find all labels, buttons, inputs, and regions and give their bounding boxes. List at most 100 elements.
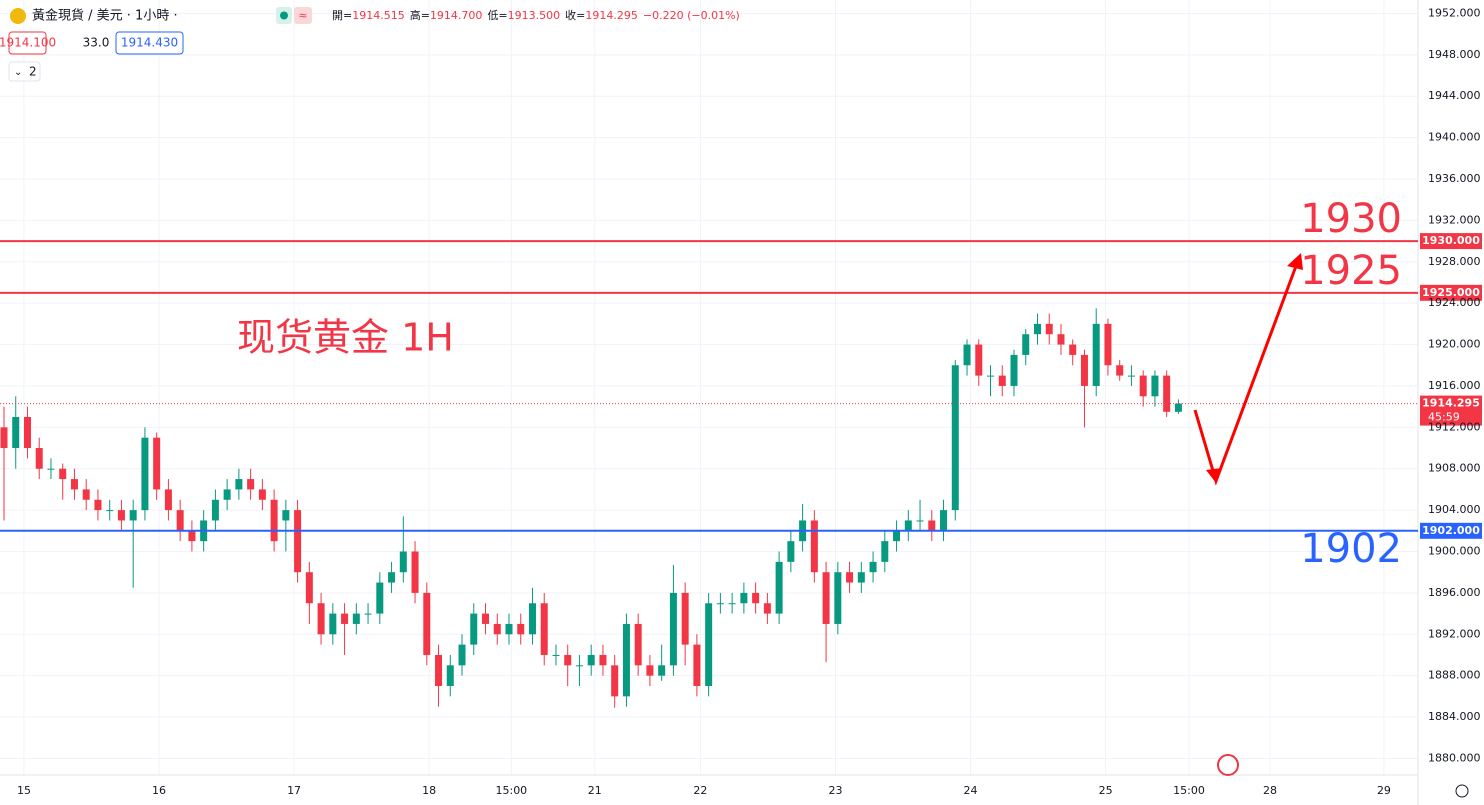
candle-body bbox=[282, 510, 290, 521]
candle-body bbox=[388, 572, 396, 583]
candle-body bbox=[775, 561, 783, 614]
candle-body bbox=[470, 613, 478, 645]
level-tag bbox=[1420, 284, 1482, 301]
candle-body bbox=[622, 623, 630, 697]
x-tick-label: 25 bbox=[1099, 784, 1113, 797]
y-tick-label: 1932.000 bbox=[1428, 213, 1481, 226]
candle-body bbox=[1033, 323, 1041, 335]
level-label: 1930 bbox=[1300, 196, 1402, 242]
candle-body bbox=[987, 375, 995, 377]
candle-body bbox=[669, 592, 677, 666]
candle-body bbox=[106, 510, 114, 512]
status-dot bbox=[280, 11, 288, 20]
level-tag bbox=[1420, 522, 1482, 539]
candle-body bbox=[975, 344, 983, 376]
candle-body bbox=[693, 644, 701, 687]
candle-body bbox=[763, 603, 771, 614]
event-flag[interactable] bbox=[1217, 754, 1239, 776]
bid: 1914.100 bbox=[0, 36, 56, 50]
y-tick-label: 1884.000 bbox=[1428, 710, 1481, 723]
candle-body bbox=[940, 510, 948, 531]
x-tick-label: 29 bbox=[1377, 784, 1391, 797]
last-price-tag bbox=[1420, 395, 1482, 426]
level-label: 1925 bbox=[1300, 248, 1402, 294]
candle-body bbox=[916, 520, 924, 522]
candle-body bbox=[258, 489, 266, 500]
status-badge bbox=[294, 7, 312, 24]
y-tick-label: 1920.000 bbox=[1428, 338, 1481, 351]
ohlc-label: 低= bbox=[487, 9, 507, 22]
projection-arrow bbox=[1193, 257, 1301, 486]
candle-body bbox=[423, 592, 431, 655]
bid-box[interactable] bbox=[8, 31, 47, 55]
candle-body bbox=[1022, 334, 1030, 355]
y-tick-label: 1896.000 bbox=[1428, 586, 1481, 599]
ask: 1914.430 bbox=[121, 36, 178, 50]
candle-body bbox=[235, 479, 243, 490]
x-tick-label: 18 bbox=[422, 784, 436, 797]
arrow-head bbox=[1287, 253, 1303, 270]
candle-body bbox=[681, 592, 689, 645]
candle-body bbox=[740, 592, 748, 604]
candle-body bbox=[1080, 354, 1088, 386]
candle-body bbox=[352, 613, 360, 624]
candle-body bbox=[493, 623, 501, 635]
candle-body bbox=[822, 572, 830, 624]
annotation: 现货黄金 1H bbox=[237, 316, 454, 360]
y-tick-label: 1936.000 bbox=[1428, 172, 1481, 185]
x-tick-label: 15 bbox=[17, 784, 31, 797]
settings-icon[interactable] bbox=[1455, 784, 1469, 798]
candle-body bbox=[1151, 375, 1159, 397]
ask-box[interactable] bbox=[115, 31, 184, 55]
candle-body bbox=[1045, 323, 1053, 335]
y-tick-label: 1924.000 bbox=[1428, 296, 1481, 309]
candle-body bbox=[12, 416, 20, 449]
x-tick-label: 24 bbox=[964, 784, 978, 797]
ohlc-values: 開= 1914.515 高= 1914.700 低= 1913.500 收= 1914.295… bbox=[332, 8, 740, 22]
candle-body bbox=[482, 613, 490, 624]
candle-body bbox=[752, 592, 760, 604]
y-tick-label: 1916.000 bbox=[1428, 379, 1481, 392]
candle-body bbox=[270, 499, 278, 542]
candle-body bbox=[810, 520, 818, 573]
candle-body bbox=[869, 561, 877, 573]
candle-body bbox=[0, 427, 8, 449]
ohlc-value: 1914.700 bbox=[430, 9, 483, 22]
candle-body bbox=[834, 572, 842, 624]
y-tick-label: 1900.000 bbox=[1428, 545, 1481, 558]
x-tick-label: 17 bbox=[287, 784, 301, 797]
candle-body bbox=[998, 375, 1006, 386]
candle-body bbox=[1163, 375, 1171, 412]
indicator-toggle[interactable] bbox=[8, 61, 41, 82]
x-tick-label: 15:00 bbox=[495, 784, 527, 797]
candle-body bbox=[70, 479, 78, 490]
candle-body bbox=[305, 572, 313, 604]
candle-body bbox=[59, 468, 67, 480]
candle-body bbox=[728, 603, 736, 605]
candle-body bbox=[893, 530, 901, 542]
candle-body bbox=[928, 520, 936, 531]
y-tick-label: 1908.000 bbox=[1428, 462, 1481, 475]
candle-body bbox=[141, 437, 149, 511]
y-tick-label: 1904.000 bbox=[1428, 503, 1481, 516]
candle-body bbox=[399, 551, 407, 573]
candles bbox=[0, 308, 1182, 708]
candle-body bbox=[223, 489, 231, 500]
candle-body bbox=[1116, 365, 1124, 376]
candle-body bbox=[528, 603, 536, 635]
candle-body bbox=[82, 489, 90, 500]
status-icon: ≈ bbox=[298, 9, 307, 22]
x-tick-label: 22 bbox=[693, 784, 707, 797]
ohlc-value: 1914.295 bbox=[585, 9, 638, 22]
level-tag-text: 1902.000 bbox=[1422, 524, 1480, 537]
chevron: ⌄ bbox=[14, 67, 22, 78]
ohlc-label: 開= bbox=[332, 9, 352, 22]
candle-body bbox=[117, 510, 125, 521]
candle-body bbox=[1069, 344, 1077, 355]
symbol-title: 黃金現貨 / 美元 · 1小時 · bbox=[32, 8, 178, 24]
candle-body bbox=[294, 510, 302, 573]
indicator-count: 2 bbox=[29, 65, 37, 79]
candle-body bbox=[658, 665, 666, 676]
candle-body bbox=[376, 582, 384, 614]
